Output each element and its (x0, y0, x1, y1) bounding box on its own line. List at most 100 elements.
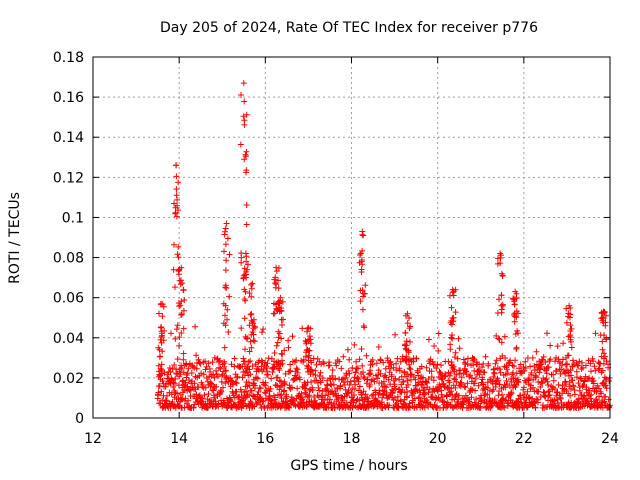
data-point (461, 383, 468, 390)
data-point (260, 366, 267, 373)
data-point (202, 400, 209, 407)
data-point (174, 322, 181, 329)
data-point (279, 322, 285, 328)
data-point (554, 389, 561, 395)
y-tick-label: 0.04 (53, 331, 84, 347)
data-point (351, 341, 358, 348)
data-point (243, 169, 249, 176)
data-point (241, 286, 248, 293)
data-point (496, 366, 503, 373)
data-point (180, 287, 187, 294)
data-point (369, 392, 375, 399)
data-point (233, 380, 240, 387)
data-point (247, 338, 254, 345)
data-point (464, 355, 471, 362)
data-point (215, 373, 221, 380)
data-point (563, 367, 570, 373)
data-point (498, 339, 505, 346)
data-point (511, 318, 518, 325)
data-point (602, 353, 609, 360)
data-point (581, 378, 588, 385)
data-point (357, 298, 364, 305)
data-point (240, 275, 247, 282)
data-point (199, 381, 206, 388)
data-point (202, 358, 209, 365)
data-point (362, 391, 369, 398)
data-point (238, 259, 245, 266)
data-point (241, 361, 248, 368)
data-point (220, 320, 227, 327)
y-tick-label: 0.08 (53, 251, 84, 267)
data-point (202, 366, 209, 373)
data-point (504, 370, 511, 377)
data-point (266, 393, 273, 400)
data-point (533, 396, 540, 403)
data-point (195, 356, 202, 363)
data-point (403, 342, 410, 349)
data-point (227, 398, 234, 405)
data-point (222, 282, 229, 289)
data-point (544, 378, 551, 385)
data-point (563, 319, 570, 326)
data-point (168, 330, 174, 337)
data-point (303, 340, 310, 347)
data-point (242, 250, 249, 257)
x-tick-label: 24 (601, 431, 619, 447)
data-point (504, 403, 511, 410)
data-point (430, 377, 437, 384)
data-point (522, 358, 529, 365)
data-point (333, 362, 340, 369)
data-point (173, 370, 180, 377)
data-point (557, 395, 564, 402)
data-point (279, 351, 286, 358)
data-point (247, 358, 254, 364)
data-point (364, 394, 370, 401)
data-point (160, 337, 167, 344)
data-point (356, 397, 363, 404)
data-point (243, 221, 250, 228)
data-point (382, 383, 388, 390)
data-point (583, 384, 590, 391)
data-point (249, 329, 256, 335)
data-point (511, 311, 517, 318)
data-point (511, 301, 518, 308)
data-point (316, 373, 323, 380)
data-point (375, 344, 382, 350)
data-point (200, 371, 207, 378)
data-point (566, 302, 573, 309)
data-point (224, 235, 231, 242)
data-point (158, 333, 165, 340)
data-point (575, 362, 582, 369)
data-point (493, 357, 500, 364)
data-point (510, 296, 517, 303)
data-point (248, 344, 255, 351)
data-point (181, 382, 188, 389)
data-point (306, 387, 313, 394)
data-point (321, 360, 327, 367)
data-point (461, 396, 468, 402)
data-point (497, 369, 504, 376)
data-point (470, 361, 477, 368)
x-tick-label: 22 (515, 431, 533, 447)
data-point (499, 301, 506, 308)
data-point (241, 98, 248, 105)
data-point (441, 383, 448, 390)
data-point (603, 358, 610, 365)
data-point (586, 392, 593, 399)
data-point (184, 383, 191, 390)
data-point (254, 375, 261, 382)
data-point (280, 316, 286, 323)
data-point (280, 380, 287, 387)
data-point (327, 381, 334, 387)
data-point (205, 404, 212, 411)
data-point (337, 382, 344, 389)
data-point (396, 367, 403, 374)
data-point (179, 378, 186, 385)
data-point (477, 368, 484, 375)
data-point (456, 345, 463, 352)
data-point (567, 392, 574, 399)
data-point (392, 375, 399, 382)
data-point (241, 271, 248, 278)
data-point (237, 141, 244, 148)
data-point (280, 388, 287, 395)
